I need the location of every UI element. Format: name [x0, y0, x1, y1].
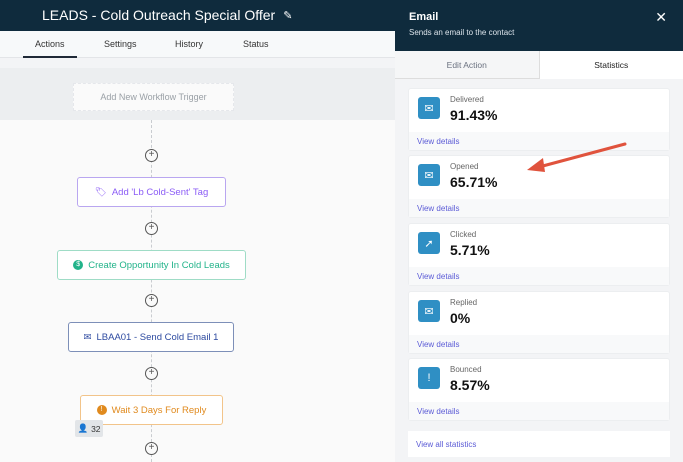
edit-pencil-icon[interactable]: ✎ — [283, 9, 293, 22]
workflow-title: LEADS - Cold Outreach Special Offer — [42, 7, 276, 23]
view-all-statistics-link[interactable]: View all statistics — [408, 431, 670, 457]
stat-value: 65.71% — [450, 174, 498, 190]
add-step-plus-icon[interactable]: + — [145, 149, 158, 162]
node-add-tag[interactable]: 🏷 Add 'Lb Cold-Sent' Tag — [77, 177, 226, 207]
tab-settings[interactable]: Settings — [104, 39, 137, 49]
node-label: Wait 3 Days For Reply — [111, 404, 207, 416]
dollar-icon: $ — [73, 260, 84, 270]
envelope-open-icon: ✉ — [418, 164, 440, 186]
node-wait[interactable]: ! Wait 3 Days For Reply — [80, 395, 223, 425]
node-label: LBAA01 - Send Cold Email 1 — [96, 331, 219, 343]
workflow-title-row: LEADS - Cold Outreach Special Offer ✎ — [42, 7, 292, 23]
stat-value: 5.71% — [450, 242, 490, 258]
stat-label: Delivered — [450, 95, 484, 104]
add-step-plus-icon[interactable]: + — [145, 222, 158, 235]
stat-value: 0% — [450, 310, 471, 326]
contacts-waiting-badge[interactable]: 👤 32 — [75, 420, 103, 437]
panel-tabs: Edit Action Statistics — [395, 51, 683, 79]
node-label: Add 'Lb Cold-Sent' Tag — [111, 186, 209, 198]
node-create-opportunity[interactable]: $ Create Opportunity In Cold Leads — [57, 250, 246, 280]
email-icon: ✉ — [83, 331, 92, 343]
alert-icon: ! — [418, 367, 440, 389]
view-details-link[interactable]: View details — [409, 335, 669, 353]
stat-card-bounced: ! Bounced 8.57% View details — [408, 358, 670, 421]
envelope-reply-icon: ✉ — [418, 300, 440, 322]
view-details-link[interactable]: View details — [409, 132, 669, 150]
envelope-check-icon: ✉ — [418, 97, 440, 119]
stat-card-replied: ✉ Replied 0% View details — [408, 291, 670, 354]
node-send-email[interactable]: ✉ LBAA01 - Send Cold Email 1 — [68, 322, 234, 352]
panel-title: Email — [409, 11, 439, 23]
wait-count: 32 — [91, 423, 101, 434]
add-step-plus-icon[interactable]: + — [145, 294, 158, 307]
stat-label: Replied — [450, 298, 478, 307]
view-details-link[interactable]: View details — [409, 267, 669, 285]
workflow-tabs: Actions Settings History Status — [0, 31, 395, 58]
tab-history[interactable]: History — [175, 39, 204, 49]
stat-value: 91.43% — [450, 107, 498, 123]
cursor-click-icon: ➚ — [418, 232, 440, 254]
tab-actions[interactable]: Actions — [23, 39, 76, 58]
user-icon: 👤 — [77, 423, 89, 433]
tab-statistics[interactable]: Statistics — [539, 51, 683, 79]
view-details-link[interactable]: View details — [409, 402, 669, 420]
add-trigger-button[interactable]: Add New Workflow Trigger — [73, 83, 234, 111]
stat-label: Opened — [450, 162, 479, 171]
connector-line — [151, 120, 152, 462]
panel-header: Email Sends an email to the contact ✕ — [395, 0, 683, 51]
stat-label: Bounced — [450, 365, 482, 374]
tag-icon: 🏷 — [94, 186, 107, 198]
panel-subtitle: Sends an email to the contact — [409, 28, 515, 37]
workflow-header: LEADS - Cold Outreach Special Offer ✎ — [0, 0, 395, 31]
stat-label: Clicked — [450, 230, 477, 239]
add-step-plus-icon[interactable]: + — [145, 442, 158, 455]
add-step-plus-icon[interactable]: + — [145, 367, 158, 380]
annotation-arrow-icon — [527, 142, 627, 172]
clock-icon: ! — [96, 405, 107, 415]
tab-status[interactable]: Status — [243, 39, 269, 49]
tab-edit-action[interactable]: Edit Action — [395, 51, 540, 79]
stat-value: 8.57% — [450, 377, 490, 393]
stat-card-clicked: ➚ Clicked 5.71% View details — [408, 223, 670, 286]
stat-card-delivered: ✉ Delivered 91.43% View details — [408, 88, 670, 151]
node-label: Create Opportunity In Cold Leads — [88, 259, 230, 271]
close-icon[interactable]: ✕ — [655, 9, 667, 25]
email-stats-panel: Email Sends an email to the contact ✕ Ed… — [395, 0, 683, 462]
view-details-link[interactable]: View details — [409, 199, 669, 217]
